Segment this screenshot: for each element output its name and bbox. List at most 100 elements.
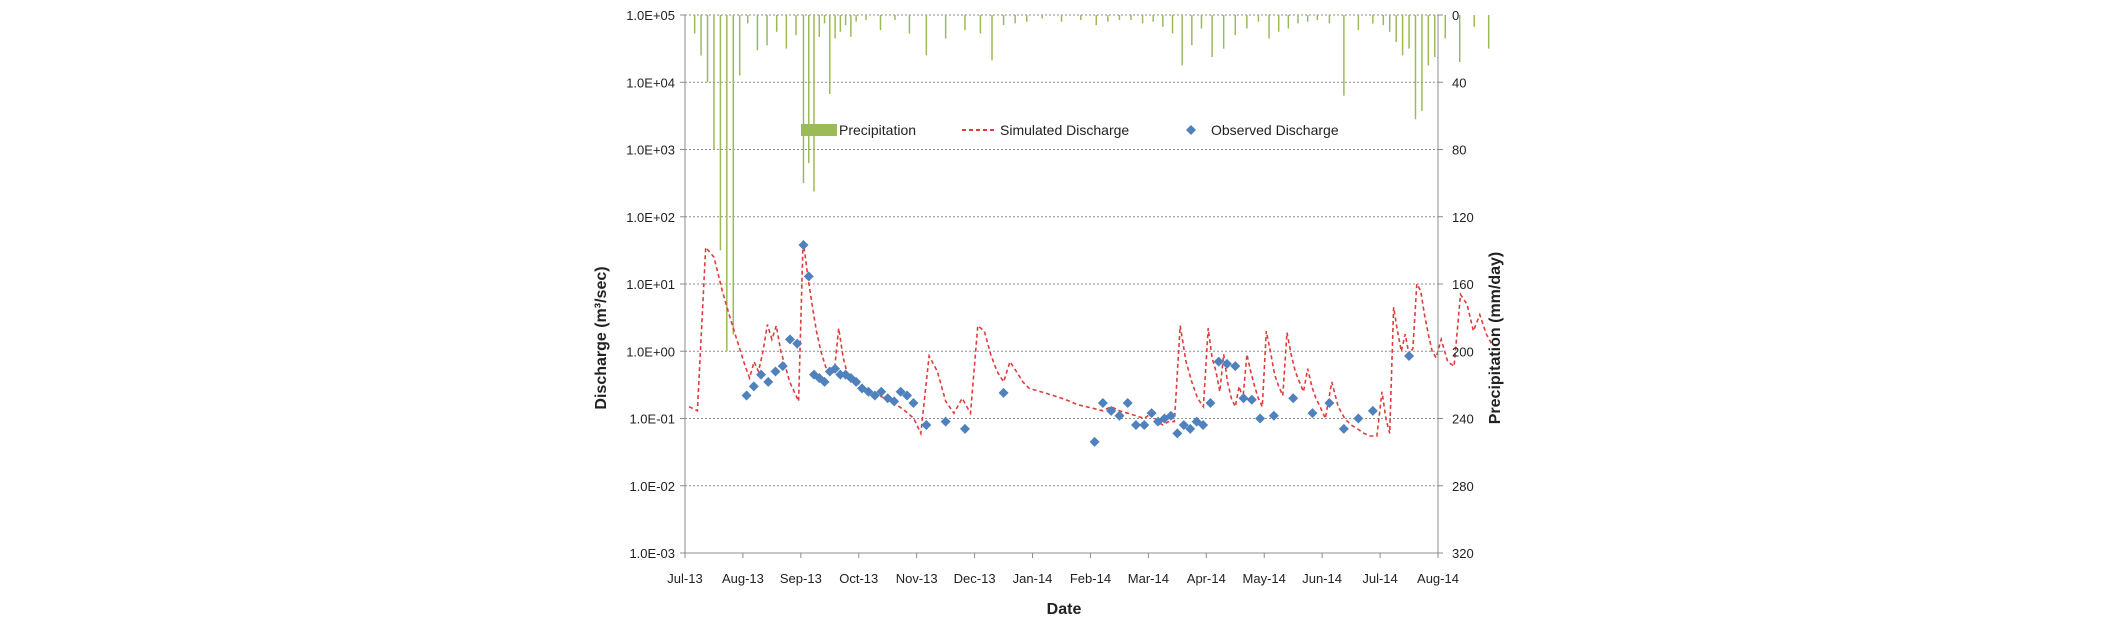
x-tick-label: Jul-14 bbox=[1362, 571, 1397, 586]
observed-discharge-point bbox=[748, 381, 759, 392]
observed-discharge-point bbox=[1353, 413, 1364, 424]
y-tick-label: 1.0E-03 bbox=[629, 546, 675, 561]
y2-tick-label: 280 bbox=[1452, 479, 1474, 494]
observed-discharge-point bbox=[770, 366, 781, 377]
y-tick-label: 1.0E-01 bbox=[629, 412, 675, 427]
observed-discharge-point bbox=[998, 387, 1009, 398]
x-tick-label: Aug-13 bbox=[722, 571, 764, 586]
observed-discharge-point bbox=[777, 361, 788, 372]
observed-discharge-point bbox=[1404, 350, 1415, 361]
y2-tick-label: 240 bbox=[1452, 412, 1474, 427]
observed-discharge-point bbox=[851, 376, 862, 387]
y2-tick-label: 320 bbox=[1452, 546, 1474, 561]
legend-precipitation-label: Precipitation bbox=[839, 122, 916, 138]
observed-discharge-point bbox=[959, 423, 970, 434]
x-tick-label: Jul-13 bbox=[667, 571, 702, 586]
x-axis-title: Date bbox=[1047, 601, 1082, 618]
legend-observed-marker bbox=[1186, 125, 1196, 135]
observed-discharge-point bbox=[1324, 398, 1335, 409]
observed-discharge-point bbox=[940, 416, 951, 427]
y-axis-title: Discharge (m³/sec) bbox=[593, 266, 610, 409]
y-tick-label: 1.0E+00 bbox=[626, 344, 675, 359]
observed-discharge-point bbox=[1146, 408, 1157, 419]
observed-discharge-point bbox=[784, 334, 795, 345]
observed-discharge-point bbox=[819, 376, 830, 387]
observed-discharge-point bbox=[1122, 398, 1133, 409]
x-tick-label: Aug-14 bbox=[1417, 571, 1459, 586]
observed-discharge-point bbox=[1198, 420, 1209, 431]
observed-discharge-point bbox=[908, 398, 919, 409]
x-tick-label: Sep-13 bbox=[780, 571, 822, 586]
y2-axis-title: Precipitation (mm/day) bbox=[1487, 252, 1504, 424]
x-tick-label: Mar-14 bbox=[1128, 571, 1169, 586]
observed-discharge-point bbox=[1130, 420, 1141, 431]
y-tick-label: 1.0E-02 bbox=[629, 479, 675, 494]
observed-discharge-point bbox=[1172, 428, 1183, 439]
y-tick-label: 1.0E+04 bbox=[626, 75, 675, 90]
y2-tick-label: 200 bbox=[1452, 344, 1474, 359]
observed-discharge-point bbox=[1268, 410, 1279, 421]
y-axis-tick-labels: 1.0E-03 1.0E-02 1.0E-01 1.0E+00 1.0E+01 1.0E+… bbox=[626, 8, 685, 561]
observed-discharge-point bbox=[863, 386, 874, 397]
observed-discharge-point bbox=[1213, 356, 1224, 367]
observed-discharge-point bbox=[1139, 420, 1150, 431]
simulated-discharge-line bbox=[688, 239, 1494, 437]
observed-discharge-point bbox=[869, 390, 880, 401]
observed-discharge-point bbox=[1238, 393, 1249, 404]
observed-discharge-point bbox=[1185, 423, 1196, 434]
x-tick-label: Oct-13 bbox=[839, 571, 878, 586]
x-axis-tick-labels: Jul-13 Aug-13 Sep-13 Oct-13 Nov-13 Dec-13 Jan-… bbox=[667, 553, 1459, 586]
observed-discharge-point bbox=[1089, 436, 1100, 447]
y2-tick-label: 120 bbox=[1452, 210, 1474, 225]
observed-discharge-point bbox=[803, 271, 814, 282]
observed-discharge-point bbox=[895, 386, 906, 397]
y-tick-label: 1.0E+03 bbox=[626, 143, 675, 158]
observed-discharge-point bbox=[1097, 398, 1108, 409]
observed-discharge-point bbox=[889, 396, 900, 407]
legend-observed-label: Observed Discharge bbox=[1211, 122, 1339, 138]
y2-tick-label: 80 bbox=[1452, 143, 1466, 158]
observed-discharge-point bbox=[921, 420, 932, 431]
observed-discharge-point bbox=[1338, 423, 1349, 434]
observed-discharge-point bbox=[1106, 405, 1117, 416]
gridlines bbox=[685, 14, 1438, 554]
x-tick-label: Nov-13 bbox=[896, 571, 938, 586]
observed-discharge-series bbox=[741, 240, 1415, 447]
y2-tick-label: 40 bbox=[1452, 75, 1466, 90]
observed-discharge-point bbox=[902, 390, 913, 401]
legend-simulated-label: Simulated Discharge bbox=[1000, 122, 1129, 138]
observed-discharge-point bbox=[835, 369, 846, 380]
observed-discharge-point bbox=[1255, 413, 1266, 424]
observed-discharge-point bbox=[798, 240, 809, 251]
observed-discharge-point bbox=[1165, 410, 1176, 421]
observed-discharge-point bbox=[1178, 420, 1189, 431]
observed-discharge-point bbox=[1246, 394, 1257, 405]
x-tick-label: Dec-13 bbox=[954, 571, 996, 586]
observed-discharge-point bbox=[1288, 393, 1299, 404]
y2-tick-label: 0 bbox=[1452, 8, 1459, 23]
observed-discharge-point bbox=[756, 369, 767, 380]
observed-discharge-point bbox=[1221, 358, 1232, 369]
observed-discharge-point bbox=[792, 338, 803, 349]
observed-discharge-point bbox=[876, 386, 887, 397]
observed-discharge-point bbox=[763, 376, 774, 387]
x-tick-label: Feb-14 bbox=[1070, 571, 1111, 586]
observed-discharge-point bbox=[1205, 398, 1216, 409]
y-tick-label: 1.0E+05 bbox=[626, 8, 675, 23]
y2-tick-label: 160 bbox=[1452, 277, 1474, 292]
x-tick-label: Jun-14 bbox=[1302, 571, 1342, 586]
observed-discharge-point bbox=[1307, 408, 1318, 419]
y-tick-label: 1.0E+02 bbox=[626, 210, 675, 225]
x-tick-label: Jan-14 bbox=[1013, 571, 1053, 586]
observed-discharge-point bbox=[1367, 405, 1378, 416]
observed-discharge-point bbox=[830, 363, 841, 374]
observed-discharge-point bbox=[1114, 410, 1125, 421]
legend: Precipitation Simulated Discharge Observ… bbox=[801, 122, 1339, 138]
observed-discharge-point bbox=[1230, 361, 1241, 372]
simulated-discharge-series bbox=[688, 239, 1494, 437]
y-tick-label: 1.0E+01 bbox=[626, 277, 675, 292]
y2-axis-tick-labels: 0 40 80 120 160 200 240 280 320 bbox=[1438, 8, 1474, 561]
x-tick-label: Apr-14 bbox=[1187, 571, 1226, 586]
x-tick-label: May-14 bbox=[1243, 571, 1286, 586]
